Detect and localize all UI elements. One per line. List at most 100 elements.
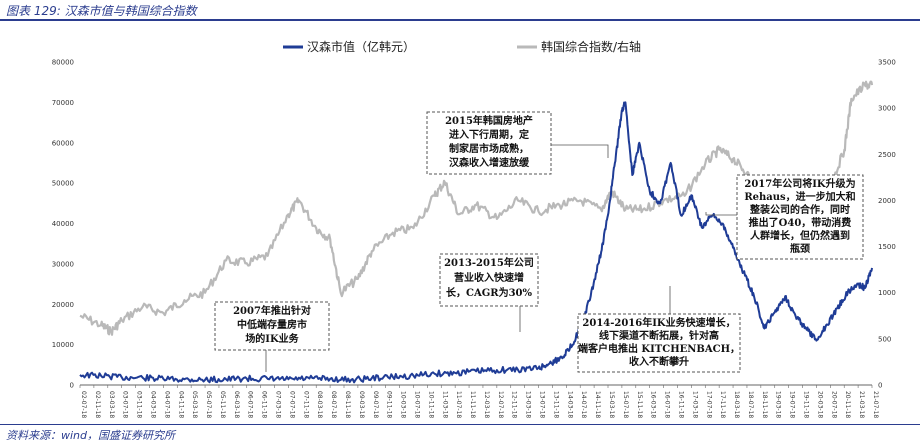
x-tick-label: 19-03-18 <box>775 391 782 418</box>
x-tick-label: 15-07-18 <box>622 391 629 418</box>
legend-label-hanssem: 汉森市值（亿韩元） <box>307 39 415 54</box>
y-left-tick-label: 0 <box>70 382 74 390</box>
x-tick-label: 09-03-18 <box>358 391 365 418</box>
y-left-tick-label: 20000 <box>52 301 74 309</box>
x-tick-label: 12-07-18 <box>497 391 504 418</box>
y-right-tick-label: 2000 <box>878 197 896 205</box>
y-right-tick-label: 500 <box>878 335 891 343</box>
y-left-tick-label: 50000 <box>52 180 74 188</box>
annotation-text: 进入下行周期，定 <box>449 128 529 141</box>
x-tick-label: 08-03-18 <box>316 391 323 418</box>
x-tick-label: 08-07-18 <box>330 391 337 418</box>
annotation-text: 营业收入快速增 <box>454 271 524 284</box>
annotation-text: 收入不断攀升 <box>629 355 689 368</box>
y-left-tick-label: 60000 <box>52 139 74 147</box>
x-tick-label: 03-11-18 <box>136 391 143 418</box>
annotation-text: 汉森收入增速放缓 <box>449 156 530 169</box>
annotation-text: 场的IK业务 <box>245 332 299 345</box>
x-tick-label: 17-11-18 <box>719 391 726 418</box>
x-tick-label: 16-07-18 <box>664 391 671 418</box>
x-tick-label: 14-03-18 <box>566 391 573 418</box>
annotation-text: 瓶颈 <box>790 242 810 255</box>
annotation-text: 端客户电推出 KITCHENBACH， <box>578 342 740 355</box>
x-tick-label: 19-07-18 <box>789 391 796 418</box>
x-tick-label: 16-11-18 <box>677 391 684 418</box>
annotation-text: 2014-2016年IK业务快速增长， <box>582 316 735 329</box>
x-tick-label: 17-07-18 <box>705 391 712 418</box>
x-tick-label: 08-11-18 <box>344 391 351 418</box>
x-tick-label: 07-07-18 <box>288 391 295 418</box>
x-tick-label: 11-07-18 <box>455 391 462 418</box>
annotation-text: 2007年推出针对 <box>233 304 311 317</box>
x-tick-label: 20-07-18 <box>830 391 837 418</box>
x-tick-label: 18-07-18 <box>747 391 754 418</box>
x-tick-label: 09-11-18 <box>386 391 393 418</box>
annotation-text: Rehaus，进一步加大和 <box>744 190 855 203</box>
legend-label-kospi: 韩国综合指数/右轴 <box>541 39 641 54</box>
x-tick-label: 14-07-18 <box>580 391 587 418</box>
x-tick-label: 18-11-18 <box>761 391 768 418</box>
source-note: 资料来源：wind，国盛证券研究所 <box>6 429 176 442</box>
annotation-text: 线下渠道不断拓展，针对高 <box>599 329 719 342</box>
x-tick-label: 20-03-18 <box>816 391 823 418</box>
x-tick-label: 11-03-18 <box>441 391 448 418</box>
annotation-text: 制家居市场成熟， <box>449 142 529 155</box>
x-tick-label: 03-03-18 <box>108 391 115 418</box>
title-rule <box>0 19 920 21</box>
x-tick-label: 15-03-18 <box>608 391 615 418</box>
x-tick-label: 07-11-18 <box>302 391 309 418</box>
x-tick-label: 21-03-18 <box>858 391 865 418</box>
x-tick-label: 10-07-18 <box>413 391 420 418</box>
y-right-tick-label: 2500 <box>878 151 896 159</box>
figure-title: 图表 129: 汉森市值与韩国综合指数 <box>6 4 197 18</box>
x-tick-label: 06-07-18 <box>247 391 254 418</box>
x-tick-label: 04-03-18 <box>149 391 156 418</box>
annotation-box <box>214 301 330 351</box>
annotation-leader <box>705 212 737 216</box>
annotation-box <box>426 111 552 175</box>
series-line-hanssem <box>79 101 873 384</box>
annotation-text: 中低端存量房市 <box>237 318 307 331</box>
x-tick-label: 02-07-18 <box>80 391 87 418</box>
y-right-tick-label: 3500 <box>878 59 896 67</box>
y-left-tick-label: 40000 <box>52 220 74 228</box>
x-tick-label: 10-03-18 <box>400 391 407 418</box>
y-right-tick-label: 1000 <box>878 289 896 297</box>
y-right-tick-label: 1500 <box>878 243 896 251</box>
source-rule <box>0 424 920 425</box>
x-tick-label: 07-03-18 <box>275 391 282 418</box>
x-tick-label: 19-11-18 <box>803 391 810 418</box>
annotation-leader <box>551 144 609 158</box>
x-tick-label: 05-03-18 <box>191 391 198 418</box>
x-tick-label: 12-03-18 <box>483 391 490 418</box>
annotation-text: 2015年韩国房地产 <box>445 114 533 127</box>
annotation-text: 2017年公司将IK升级为 <box>744 177 855 190</box>
annotation-text: 人群增长，但仍然遇到 <box>750 229 850 242</box>
x-tick-label: 13-11-18 <box>552 391 559 418</box>
x-tick-label: 16-03-18 <box>650 391 657 418</box>
y-right-tick-label: 0 <box>878 382 882 390</box>
x-tick-label: 03-07-18 <box>122 391 129 418</box>
x-tick-label: 05-11-18 <box>219 391 226 418</box>
x-tick-label: 14-11-18 <box>594 391 601 418</box>
annotation-text: 推出了O40，带动消费 <box>749 216 852 229</box>
x-tick-label: 05-07-18 <box>205 391 212 418</box>
x-tick-label: 13-07-18 <box>539 391 546 418</box>
x-tick-label: 18-03-18 <box>733 391 740 418</box>
annotation-text: 整装公司的合作，同时 <box>749 203 850 216</box>
x-tick-label: 04-07-18 <box>163 391 170 418</box>
y-left-tick-label: 80000 <box>52 59 74 67</box>
x-tick-label: 02-11-18 <box>94 391 101 418</box>
x-tick-label: 06-11-18 <box>261 391 268 418</box>
annotation-text: 2013-2015年公司 <box>444 256 534 269</box>
x-tick-label: 15-11-18 <box>636 391 643 418</box>
y-left-tick-label: 10000 <box>52 341 74 349</box>
x-tick-label: 06-03-18 <box>233 391 240 418</box>
y-left-tick-label: 30000 <box>52 260 74 268</box>
x-tick-label: 10-11-18 <box>427 391 434 418</box>
x-tick-label: 17-03-18 <box>691 391 698 418</box>
y-left-tick-label: 70000 <box>52 99 74 107</box>
annotation-text: 长，CAGR为30% <box>446 286 532 299</box>
x-tick-label: 21-07-18 <box>872 391 879 418</box>
